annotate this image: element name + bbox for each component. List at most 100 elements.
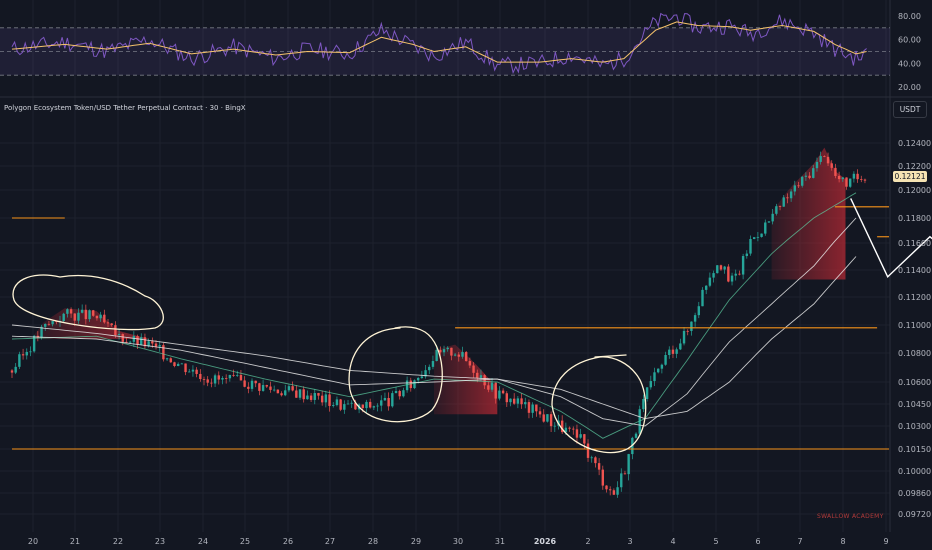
time-tick-label: 6 [755, 537, 760, 546]
moving-average-0 [11, 192, 857, 439]
circle-tail [594, 354, 627, 358]
candle-body [752, 237, 756, 240]
candle-body [132, 336, 136, 342]
candle-body [221, 378, 224, 380]
candle-body [424, 370, 427, 377]
candle-body [154, 343, 158, 347]
candle-body [572, 428, 575, 430]
price-tick-label: 0.10600 [898, 378, 931, 387]
candle-body [236, 374, 239, 376]
candle-body [121, 334, 124, 342]
candle-body [302, 389, 305, 400]
candle-body [169, 358, 172, 363]
candle-body [442, 349, 446, 353]
candle-body [793, 185, 797, 192]
candle-body [343, 404, 346, 410]
candle-body [176, 363, 180, 366]
candle-body [254, 380, 257, 384]
candle-body [575, 429, 579, 438]
candle-body [29, 351, 32, 353]
candle-body [693, 315, 697, 322]
candle-body [656, 368, 660, 373]
candle-body [446, 347, 449, 350]
candle-body [332, 405, 335, 406]
candle-body [125, 341, 128, 343]
candle-body [808, 175, 811, 178]
candle-body [232, 374, 235, 376]
candle-body [461, 352, 464, 357]
price-tick-label: 0.12000 [898, 186, 931, 195]
candle-body [354, 402, 357, 410]
candle-body [103, 314, 106, 323]
candle-body [605, 485, 608, 490]
candle-body [804, 175, 808, 177]
candle-body [361, 404, 364, 409]
candle-body [797, 185, 800, 187]
candle-body [719, 265, 723, 270]
candle-body [47, 323, 51, 325]
candle-body [162, 345, 165, 360]
candle-body [845, 177, 848, 187]
candle-body [679, 343, 682, 350]
candle-body [284, 390, 287, 396]
time-tick-label: 2 [585, 537, 590, 546]
candle-body [44, 323, 47, 327]
candle-body [439, 349, 442, 353]
watermark: SWALLOW ACADEMY [817, 513, 884, 520]
candle-body [313, 393, 316, 400]
candle-body [77, 312, 80, 321]
candle-body [775, 206, 778, 214]
time-tick-label: 21 [70, 537, 80, 546]
candle-body [623, 473, 627, 475]
candle-body [494, 382, 497, 399]
price-axis: 0.12400 0.12200 0.12000 0.11800 0.11600 0.114… [898, 139, 931, 519]
currency-button[interactable]: USDT [893, 101, 927, 118]
candle-body [653, 372, 656, 382]
candle-body [612, 490, 616, 495]
candle-body [188, 371, 191, 373]
candle-body [701, 289, 704, 307]
candle-body [402, 390, 405, 397]
price-tick-label: 0.09860 [898, 489, 931, 498]
time-tick-label: 8 [840, 537, 845, 546]
time-tick-label: 4 [670, 537, 675, 546]
candle-body [383, 397, 387, 401]
candle-body [265, 385, 268, 387]
candle-body [276, 389, 280, 394]
candle-body [239, 374, 243, 381]
candle-body [616, 487, 619, 495]
candle-body [483, 375, 486, 386]
candle-body [306, 395, 309, 400]
candle-body [295, 390, 298, 398]
candle-body [579, 434, 582, 438]
candle-body [505, 393, 508, 403]
candle-body [309, 395, 313, 400]
candle-body [110, 323, 113, 326]
candle-body [405, 380, 409, 391]
price-tick-label: 0.10450 [898, 400, 931, 409]
candle-body [10, 370, 14, 373]
candle-body [741, 256, 745, 275]
candle-body [73, 313, 76, 321]
candle-body [391, 393, 394, 407]
candle-body [564, 427, 568, 433]
candle-body [690, 321, 693, 331]
candle-body [734, 273, 737, 276]
candle-body [165, 358, 169, 360]
candle-body [472, 365, 475, 373]
candle-body [723, 266, 726, 270]
candle-body [601, 469, 604, 486]
candle-body [269, 386, 272, 390]
support-resistance-lines [12, 206, 889, 450]
hand-drawings [12, 198, 932, 454]
candle-body [549, 414, 553, 427]
candle-body [114, 325, 117, 336]
candle-body [298, 389, 302, 398]
candle-body [760, 233, 763, 237]
candle-body [14, 366, 17, 373]
candle-body [848, 178, 852, 187]
price-tick-label: 0.12400 [898, 139, 931, 148]
candle-body [224, 378, 228, 379]
candle-body [649, 381, 653, 388]
